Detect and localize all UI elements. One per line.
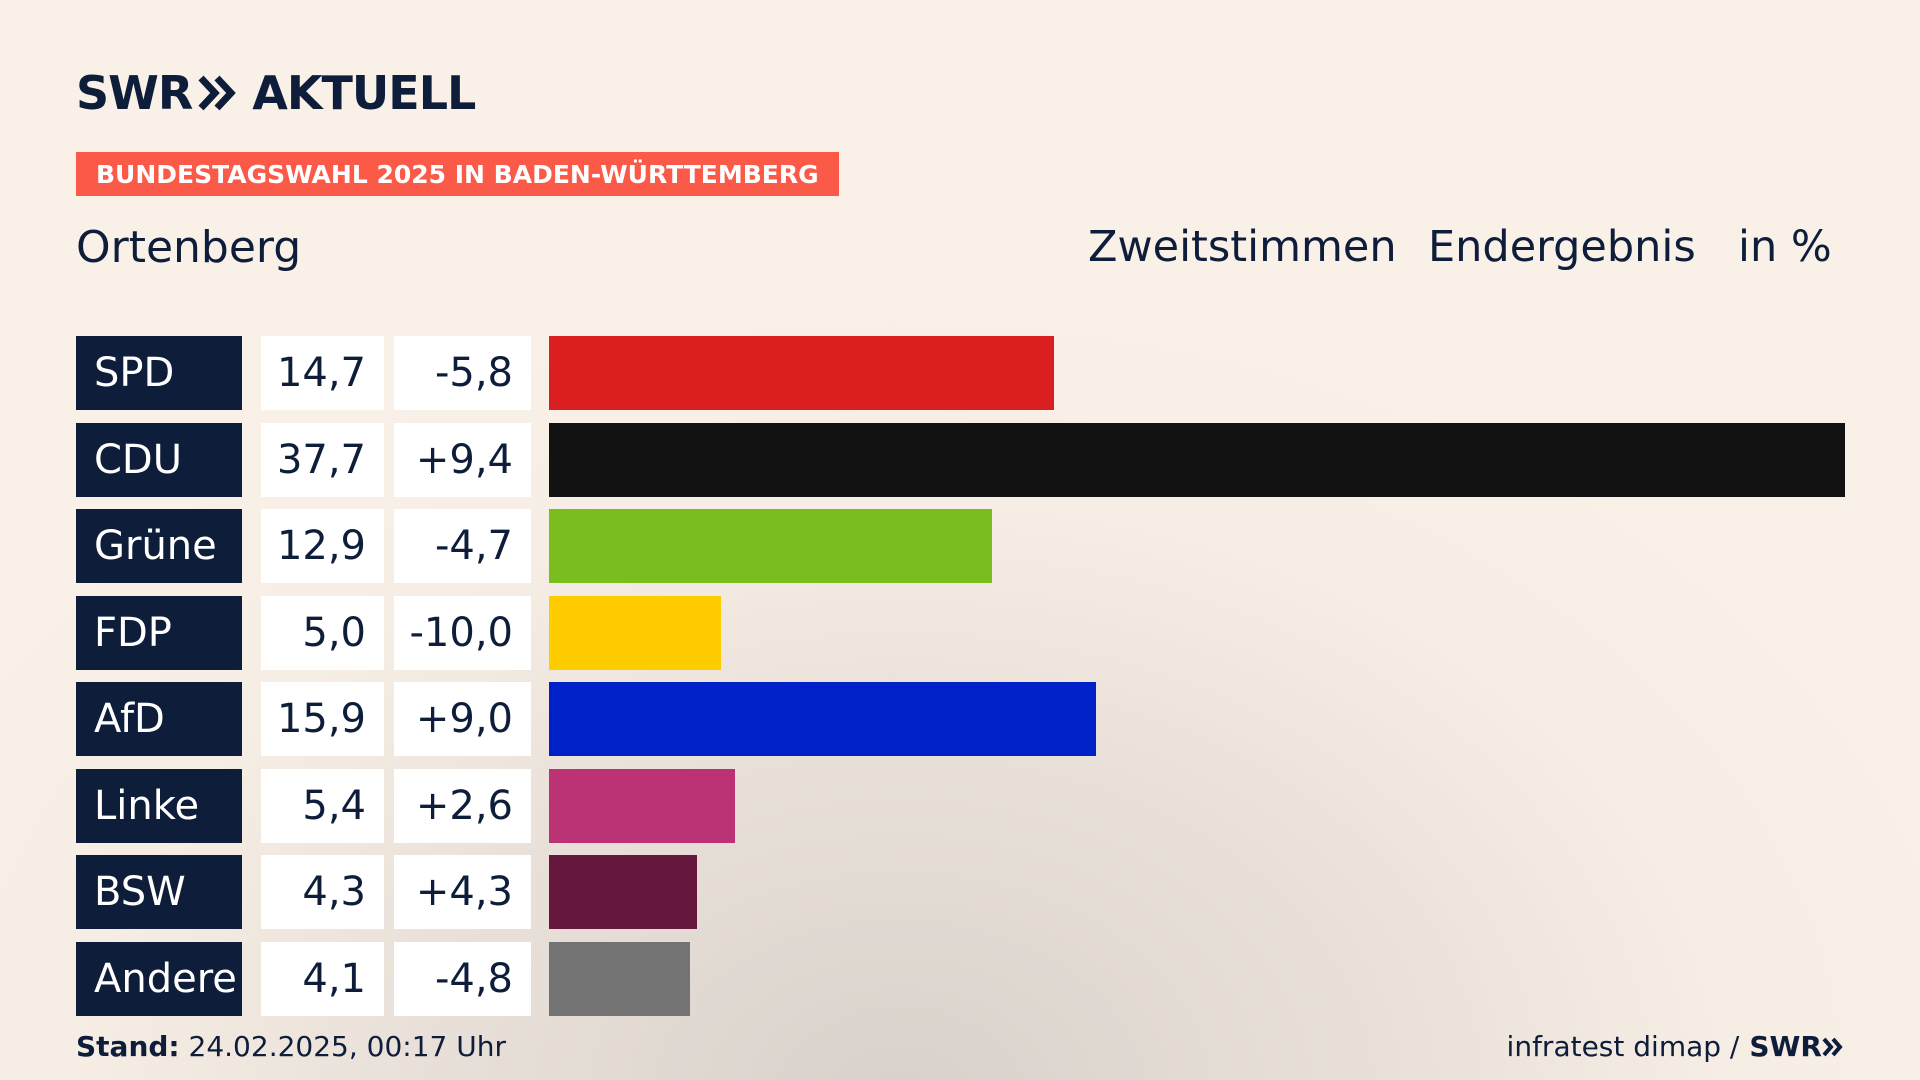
vote-share-value: 4,3 [261, 855, 384, 929]
source-text: infratest dimap / [1506, 1030, 1740, 1063]
party-label: AfD [76, 682, 242, 756]
vote-change-value: -4,7 [394, 509, 531, 583]
source-credit: infratest dimap / SWR [1507, 1030, 1844, 1063]
results-chart: SPD 14,7 -5,8 CDU 37,7 +9,4 Grüne 12,9 -4,7 FDP 5,… [76, 336, 1846, 1028]
vote-share-value: 12,9 [261, 509, 384, 583]
vote-share-value: 5,4 [261, 768, 384, 843]
stand-value: 24.02.2025, 00:17 Uhr [188, 1030, 506, 1063]
party-label: BSW [76, 855, 242, 929]
vote-share-value: 37,7 [261, 422, 384, 497]
unit-label: in % [1738, 222, 1832, 272]
small-double-chevron-icon [1822, 1037, 1843, 1056]
stand-label: Stand: [76, 1030, 180, 1063]
vote-change-value: -4,8 [394, 941, 531, 1016]
small-logo-text: SWR [1749, 1030, 1822, 1063]
party-label: Andere [76, 941, 242, 1016]
result-row: SPD 14,7 -5,8 [76, 336, 1846, 410]
vote-share-value: 14,7 [261, 336, 384, 410]
vote-change-value: +4,3 [394, 855, 531, 929]
result-bar [549, 509, 993, 583]
result-row: Linke 5,4 +2,6 [76, 768, 1846, 843]
timestamp: Stand: 24.02.2025, 00:17 Uhr [76, 1030, 506, 1063]
result-row: Grüne 12,9 -4,7 [76, 509, 1846, 583]
vote-change-value: +9,4 [394, 422, 531, 497]
result-row: BSW 4,3 +4,3 [76, 855, 1846, 929]
result-bar [549, 855, 697, 929]
result-status-label: Endergebnis [1428, 222, 1696, 272]
vote-share-value: 5,0 [261, 595, 384, 670]
party-label: CDU [76, 422, 242, 497]
logo-swr-text: SWR [76, 66, 193, 120]
double-chevron-icon [198, 75, 237, 111]
vote-change-value: +9,0 [394, 682, 531, 756]
result-bar [549, 941, 690, 1016]
logo-aktuell-text: AKTUELL [252, 66, 476, 120]
party-label: Grüne [76, 509, 242, 583]
vote-change-value: +2,6 [394, 768, 531, 843]
result-row: CDU 37,7 +9,4 [76, 422, 1846, 497]
election-banner: BUNDESTAGSWAHL 2025 IN BADEN-WÜRTTEMBERG [76, 152, 839, 196]
result-bar [549, 336, 1055, 410]
swr-aktuell-logo: SWR AKTUELL [76, 66, 476, 120]
vote-change-value: -10,0 [394, 595, 531, 670]
party-label: FDP [76, 595, 242, 670]
result-row: AfD 15,9 +9,0 [76, 682, 1846, 756]
result-bar [549, 595, 721, 670]
vote-share-value: 15,9 [261, 682, 384, 756]
party-label: SPD [76, 336, 242, 410]
vote-share-value: 4,1 [261, 941, 384, 1016]
result-row: FDP 5,0 -10,0 [76, 595, 1846, 670]
vote-change-value: -5,8 [394, 336, 531, 410]
result-bar [549, 682, 1096, 756]
region-title: Ortenberg [76, 222, 302, 273]
vote-type-label: Zweitstimmen [1088, 222, 1397, 272]
result-bar [549, 422, 1845, 497]
party-label: Linke [76, 768, 242, 843]
swr-small-logo: SWR [1749, 1030, 1844, 1063]
result-row: Andere 4,1 -4,8 [76, 941, 1846, 1016]
result-bar [549, 768, 735, 843]
